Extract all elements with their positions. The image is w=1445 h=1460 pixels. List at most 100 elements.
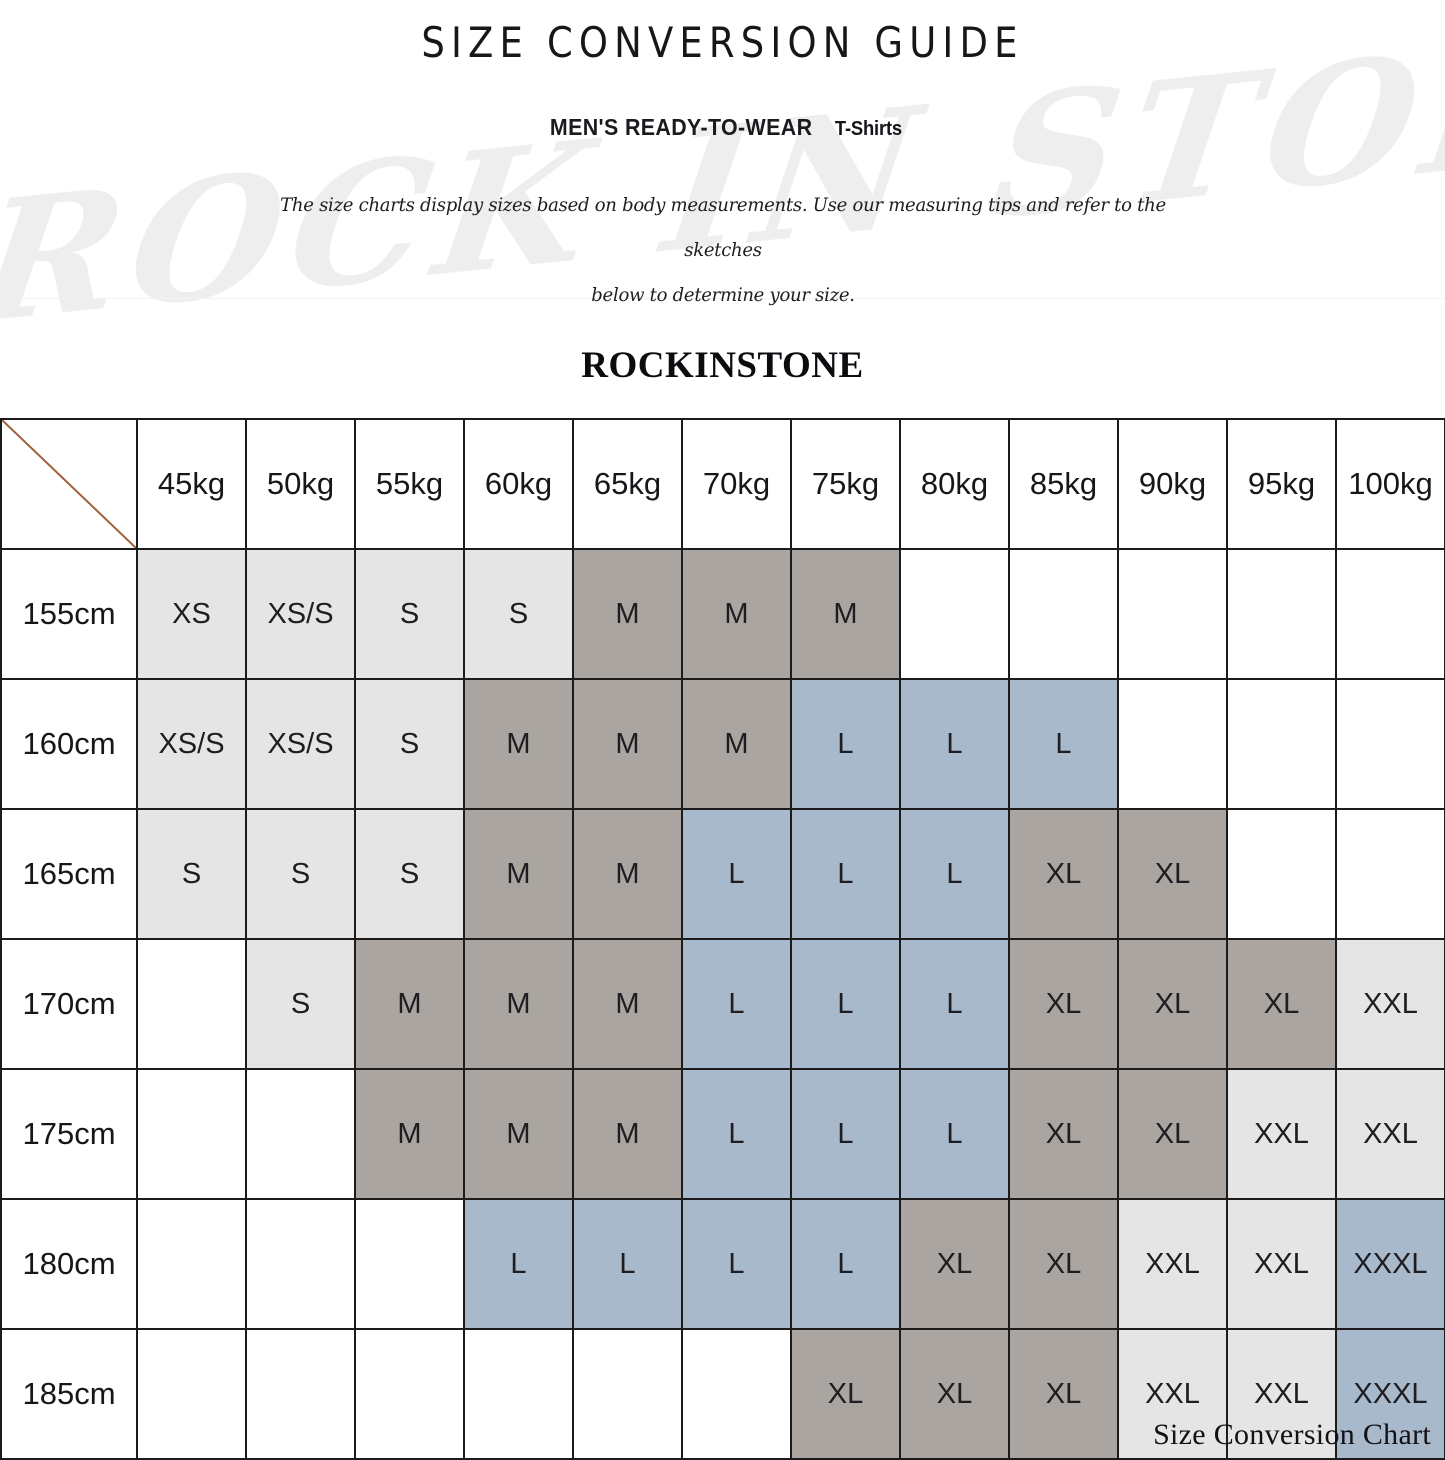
size-cell: M [463,678,574,810]
size-cell: XL [1117,938,1228,1070]
size-cell: M [572,938,683,1070]
size-cell: XL [1008,1198,1119,1330]
size-cell [136,1068,247,1200]
size-cell: M [572,1068,683,1200]
page-title: SIZE CONVERSION GUIDE [421,18,1024,67]
size-cell: XL [1008,808,1119,940]
size-cell: XXL [1226,1328,1337,1460]
table-row: 170cm S M M M L L L XL XL XL XXL [0,938,1445,1070]
table-row: 160cm XS/S XS/S S M M M L L L [0,678,1445,810]
size-cell: L [790,938,901,1070]
size-cell: M [681,678,792,810]
corner-cell [0,418,138,550]
column-header-weight: 65kg [572,418,683,550]
size-cell: L [790,1198,901,1330]
size-cell [1226,678,1337,810]
size-cell: XL [1008,1328,1119,1460]
size-cell: XS/S [245,678,356,810]
row-header-height: 175cm [0,1068,138,1200]
size-cell: XS/S [245,548,356,680]
size-cell: XL [899,1328,1010,1460]
row-header-height: 170cm [0,938,138,1070]
size-cell: M [354,1068,465,1200]
size-cell [1226,808,1337,940]
size-cell: L [899,938,1010,1070]
description-text: The size charts display sizes based on b… [248,183,1198,318]
size-cell: L [790,1068,901,1200]
size-cell: XL [1226,938,1337,1070]
size-cell [681,1328,792,1460]
size-cell: L [572,1198,683,1330]
size-cell: M [790,548,901,680]
column-header-weight: 100kg [1335,418,1445,550]
size-cell: XXL [1335,1068,1445,1200]
size-cell: M [463,808,574,940]
size-cell [1226,548,1337,680]
size-cell: M [681,548,792,680]
column-header-weight: 45kg [136,418,247,550]
size-cell: XXL [1226,1198,1337,1330]
size-cell: L [681,1068,792,1200]
size-cell [245,1198,356,1330]
size-cell: M [572,808,683,940]
size-cell: XL [899,1198,1010,1330]
size-cell [136,1198,247,1330]
subtitle-category: MEN'S READY-TO-WEAR [550,114,813,140]
size-cell [354,1198,465,1330]
row-header-height: 185cm [0,1328,138,1460]
size-cell: XL [1117,808,1228,940]
size-cell [1335,548,1445,680]
table-body: 45kg 50kg 55kg 60kg 65kg 70kg 75kg 80kg 85kg 90kg… [0,418,1445,1460]
size-cell: L [681,1198,792,1330]
size-cell: XS [136,548,247,680]
size-cell: L [681,938,792,1070]
column-header-weight: 95kg [1226,418,1337,550]
size-cell: XL [1117,1068,1228,1200]
size-cell: XXXL [1335,1328,1445,1460]
size-cell [245,1068,356,1200]
size-cell [245,1328,356,1460]
size-cell: XS/S [136,678,247,810]
size-cell: XXXL [1335,1198,1445,1330]
size-cell: L [790,808,901,940]
column-header-weight: 70kg [681,418,792,550]
size-cell [1335,808,1445,940]
size-cell: L [681,808,792,940]
table-row: 185cm XL XL XL XXL XXL XXXL [0,1328,1445,1460]
size-cell: S [354,678,465,810]
size-cell: XXL [1117,1328,1228,1460]
column-header-weight: 85kg [1008,418,1119,550]
size-cell: S [463,548,574,680]
size-cell: M [354,938,465,1070]
row-header-height: 155cm [0,548,138,680]
size-cell [1117,678,1228,810]
row-header-height: 180cm [0,1198,138,1330]
column-header-weight: 80kg [899,418,1010,550]
table-row: 180cm L L L L XL XL XXL XXL XXXL [0,1198,1445,1330]
size-cell [354,1328,465,1460]
table-row: 155cm XS XS/S S S M M M [0,548,1445,680]
column-header-weight: 55kg [354,418,465,550]
size-cell: XL [790,1328,901,1460]
size-cell: L [899,808,1010,940]
column-header-weight: 50kg [245,418,356,550]
size-cell [1335,678,1445,810]
description-line-1: The size charts display sizes based on b… [279,194,1166,261]
size-cell [899,548,1010,680]
size-cell: M [572,678,683,810]
size-cell: XXL [1335,938,1445,1070]
size-cell: XL [1008,938,1119,1070]
footer-caption: Size Conversion Chart [1153,1418,1431,1451]
column-header-weight: 75kg [790,418,901,550]
size-cell: XXL [1226,1068,1337,1200]
size-cell: L [463,1198,574,1330]
size-cell: M [572,548,683,680]
table-row: 175cm M M M L L L XL XL XXL XXL [0,1068,1445,1200]
column-header-weight: 60kg [463,418,574,550]
size-cell [572,1328,683,1460]
size-cell [1008,548,1119,680]
diagonal-divider-icon [3,421,135,547]
size-cell [463,1328,574,1460]
size-cell: S [354,548,465,680]
